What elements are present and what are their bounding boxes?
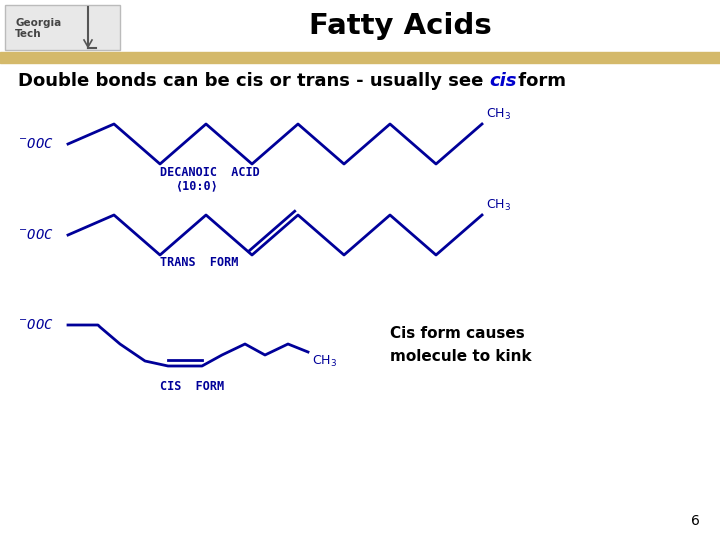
FancyBboxPatch shape bbox=[5, 5, 120, 50]
Text: cis: cis bbox=[490, 72, 517, 90]
Text: Cis form causes
molecule to kink: Cis form causes molecule to kink bbox=[390, 326, 531, 363]
Bar bbox=[0, 52, 720, 63]
Text: $^{-}$OOC: $^{-}$OOC bbox=[18, 137, 53, 151]
Text: ⟨10:0⟩: ⟨10:0⟩ bbox=[175, 179, 217, 192]
Text: $^{-}$OOC: $^{-}$OOC bbox=[18, 318, 53, 332]
Text: Double bonds can be cis or trans - usually see: Double bonds can be cis or trans - usual… bbox=[18, 72, 490, 90]
Text: Fatty Acids: Fatty Acids bbox=[309, 12, 491, 40]
Text: 6: 6 bbox=[691, 514, 700, 528]
Text: CH$_3$: CH$_3$ bbox=[486, 198, 511, 213]
Text: CIS  FORM: CIS FORM bbox=[160, 381, 224, 394]
Text: TRANS  FORM: TRANS FORM bbox=[160, 255, 238, 268]
Text: CH$_3$: CH$_3$ bbox=[486, 107, 511, 122]
Text: Georgia: Georgia bbox=[15, 18, 61, 28]
Text: CH$_3$: CH$_3$ bbox=[312, 354, 337, 369]
Text: $^{-}$OOC: $^{-}$OOC bbox=[18, 228, 53, 242]
Text: Tech: Tech bbox=[15, 29, 42, 39]
Text: DECANOIC  ACID: DECANOIC ACID bbox=[160, 166, 260, 179]
Text: form: form bbox=[512, 72, 566, 90]
